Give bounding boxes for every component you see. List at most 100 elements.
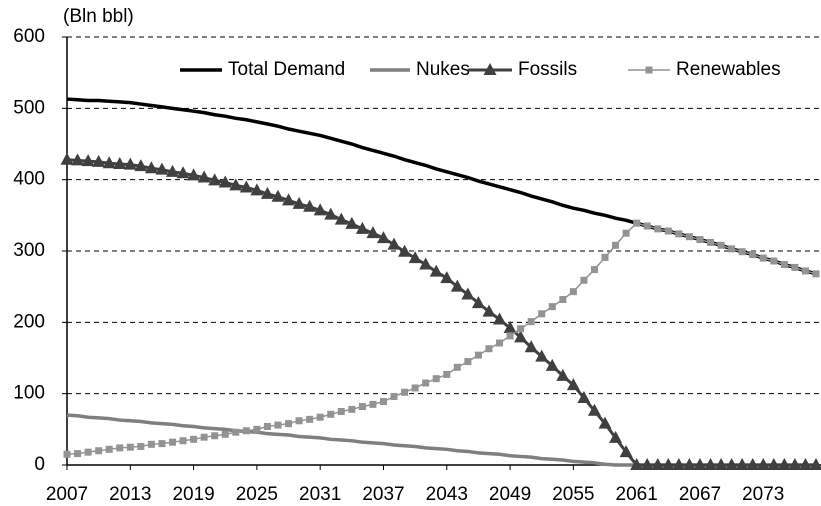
point-marker (411, 384, 419, 392)
point-marker (749, 251, 757, 259)
point-marker (809, 458, 821, 470)
point-marker (271, 189, 285, 202)
point-marker (788, 458, 802, 470)
point-marker (538, 310, 546, 318)
point-marker (208, 173, 222, 186)
point-marker (524, 340, 538, 353)
point-marker (221, 430, 229, 438)
point-marker (263, 422, 271, 430)
point-marker (461, 287, 475, 300)
point-marker (242, 427, 250, 435)
point-marker (422, 379, 430, 387)
point-marker (464, 358, 472, 366)
series-line (66, 222, 817, 456)
y-tick-label: 400 (13, 169, 45, 190)
point-marker (355, 221, 369, 234)
point-marker (506, 332, 514, 340)
point-marker (274, 421, 282, 429)
point-marker (675, 230, 683, 238)
point-marker (738, 248, 746, 256)
point-marker (443, 370, 451, 378)
point-marker (798, 458, 812, 470)
point-marker (401, 388, 409, 396)
point-marker (95, 447, 103, 455)
point-marker (253, 425, 261, 433)
point-marker (812, 270, 820, 278)
point-marker (390, 393, 398, 401)
point-marker (496, 339, 504, 347)
point-marker (197, 170, 211, 183)
point-marker (577, 390, 591, 403)
x-tick-label: 2067 (679, 484, 721, 505)
point-marker (229, 178, 243, 191)
point-marker (569, 288, 577, 296)
legend-label: Nukes (416, 59, 470, 80)
point-marker (376, 231, 390, 244)
point-marker (387, 237, 401, 250)
point-marker (60, 152, 74, 165)
point-marker (587, 403, 601, 416)
series-line (66, 97, 817, 276)
point-marker (134, 159, 148, 172)
point-marker (190, 435, 198, 443)
point-marker (704, 458, 718, 470)
point-marker (682, 458, 696, 470)
point-marker (113, 156, 127, 169)
point-marker (429, 264, 443, 277)
point-marker (664, 227, 672, 235)
series-line (66, 413, 816, 467)
x-tick-label: 2073 (742, 484, 784, 505)
point-marker (137, 442, 145, 450)
point-marker (633, 219, 641, 227)
point-marker (327, 410, 335, 418)
point-marker (369, 400, 377, 408)
point-marker (735, 458, 749, 470)
point-marker (105, 445, 113, 453)
point-marker (218, 175, 232, 188)
point-marker (285, 420, 293, 428)
point-marker (306, 415, 314, 423)
point-marker (92, 154, 106, 167)
point-marker (337, 408, 345, 415)
x-tick-label: 2061 (616, 484, 658, 505)
point-marker (292, 196, 306, 209)
point-marker (179, 437, 187, 445)
legend-label: Renewables (676, 59, 781, 80)
point-marker (187, 168, 201, 181)
y-axis-label: (Bln bbl) (63, 6, 134, 27)
point-marker (672, 458, 686, 470)
point-marker (158, 440, 166, 448)
point-marker (485, 345, 493, 353)
point-marker (559, 296, 567, 304)
point-marker (654, 225, 662, 233)
point-marker (696, 236, 704, 244)
point-marker (282, 193, 296, 206)
point-marker (527, 318, 535, 326)
point-marker (74, 450, 82, 458)
point-marker (756, 458, 770, 470)
point-marker (590, 266, 598, 274)
point-marker (609, 430, 623, 443)
point-marker (548, 303, 556, 311)
point-marker (379, 398, 387, 406)
point-marker (598, 416, 612, 429)
x-tick-label: 2025 (236, 484, 278, 505)
point-marker (693, 458, 707, 470)
point-marker (316, 413, 324, 421)
series-line (66, 158, 816, 467)
point-marker (144, 161, 158, 174)
point-marker (260, 186, 274, 199)
point-marker (102, 156, 116, 169)
point-marker (493, 312, 507, 325)
point-marker (759, 254, 767, 262)
x-tick-label: 2043 (426, 484, 468, 505)
point-marker (601, 253, 609, 261)
point-marker (535, 349, 549, 362)
legend-label: Fossils (518, 59, 577, 80)
point-marker (366, 226, 380, 239)
point-marker (630, 458, 644, 470)
legend-marker (645, 66, 653, 74)
x-tick-label: 2037 (362, 484, 404, 505)
point-marker (503, 321, 517, 334)
